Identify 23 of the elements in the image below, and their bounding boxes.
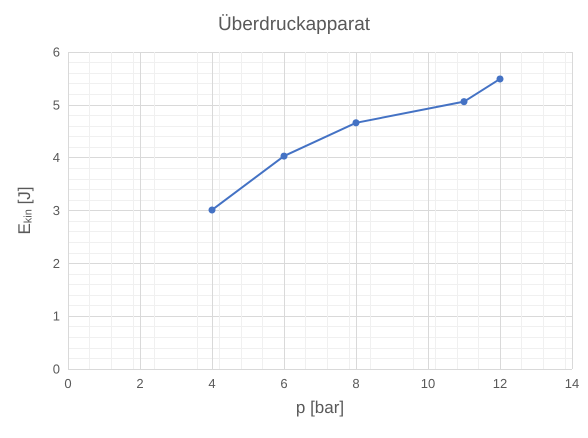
chart-title: Überdruckapparat	[218, 14, 371, 35]
y-tick-label: 5	[52, 97, 60, 112]
point	[460, 98, 468, 106]
y-tick-label: 1	[52, 308, 60, 324]
x-tick-label: 2	[136, 376, 144, 391]
x-tick-label: 0	[64, 376, 72, 391]
y-tick-label: 0	[52, 362, 60, 376]
x-tick-label: 12	[492, 376, 508, 391]
y-tick-label: 6	[52, 44, 60, 60]
y-tick-label: 2	[52, 256, 60, 271]
x-axis-title: p [bar]	[296, 398, 344, 417]
point	[280, 152, 288, 160]
y-axis-title: Ekin [J]	[15, 186, 34, 235]
point	[352, 119, 360, 126]
x-tick-label: 14	[564, 376, 580, 391]
x-tick-label: 10	[420, 376, 436, 391]
x-tick-label: 6	[280, 376, 288, 391]
x-tick-label: 4	[208, 376, 216, 391]
point	[208, 206, 216, 214]
y-tick-label: 4	[52, 150, 60, 166]
x-tick-label: 8	[352, 376, 360, 391]
point	[496, 75, 504, 82]
y-tick-label: 3	[52, 203, 60, 218]
